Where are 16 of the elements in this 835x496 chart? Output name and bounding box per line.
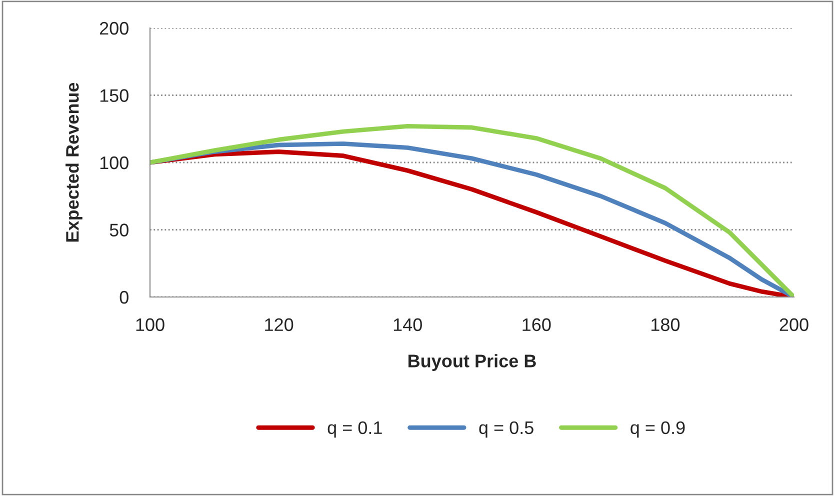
y-tick-label: 150 (100, 89, 128, 102)
x-tick-label: 120 (265, 318, 294, 332)
legend-label: q = 0.9 (630, 421, 685, 438)
x-tick-label: 200 (780, 318, 808, 332)
legend-label: q = 0.5 (479, 421, 534, 438)
y-tick-label: 200 (100, 22, 128, 35)
x-tick-label: 160 (522, 318, 551, 332)
x-tick-label: 180 (652, 318, 680, 332)
y-axis-title: Expected Revenue (66, 82, 82, 242)
x-tick-label: 100 (136, 318, 164, 332)
x-axis-title: Buyout Price B (408, 354, 536, 371)
y-tick-label: 50 (110, 224, 128, 236)
y-tick-label: 100 (100, 156, 128, 170)
legend-label: q = 0.1 (328, 421, 382, 438)
y-tick-label: 0 (120, 290, 128, 304)
x-tick-label: 140 (394, 318, 422, 332)
